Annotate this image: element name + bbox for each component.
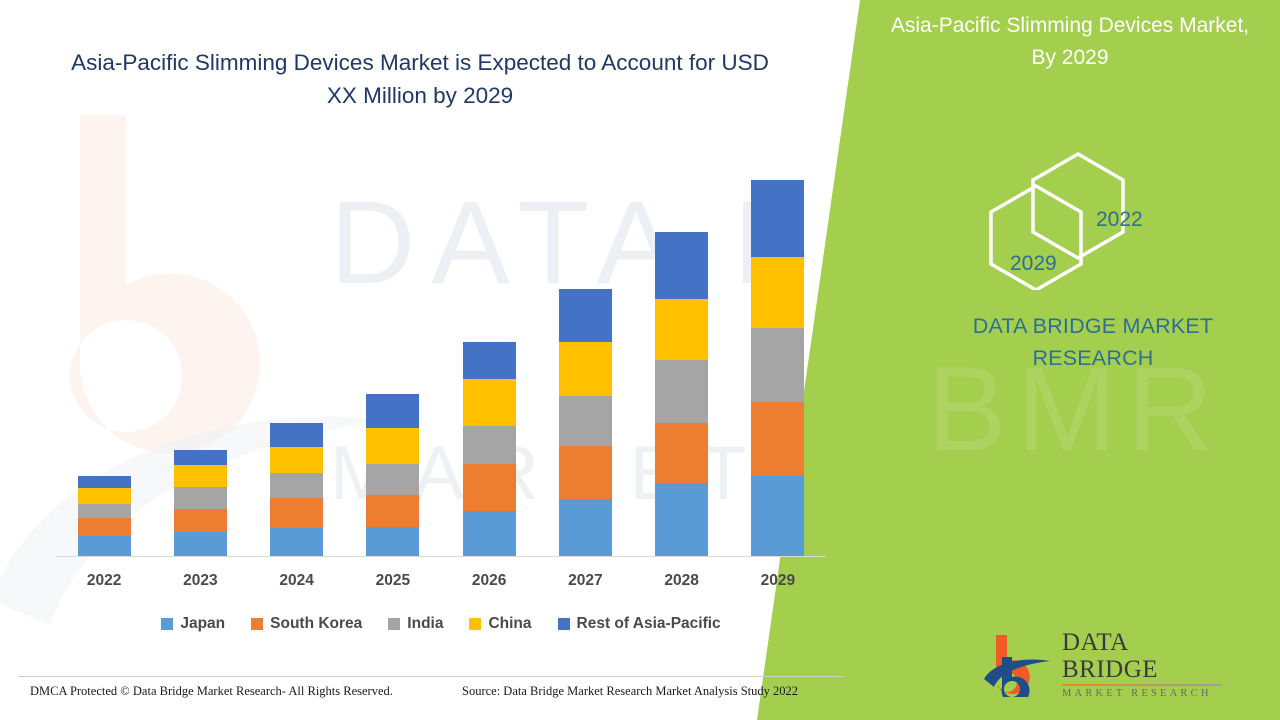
footer-divider bbox=[18, 676, 844, 677]
legend-swatch-icon bbox=[388, 618, 401, 630]
bar-segment bbox=[77, 488, 131, 505]
stacked-bar bbox=[655, 232, 709, 556]
bar-segment bbox=[558, 395, 612, 447]
bar-segment bbox=[751, 256, 805, 328]
x-axis-line bbox=[56, 556, 826, 557]
legend-item[interactable]: South Korea bbox=[251, 615, 362, 633]
bar-segment bbox=[655, 482, 709, 556]
bar-column bbox=[730, 150, 826, 556]
x-axis-label: 2023 bbox=[183, 572, 218, 589]
x-axis-label: 2029 bbox=[760, 572, 796, 589]
logo-wordmark: DATA BRIDGE MARKET RESEARCH bbox=[1062, 629, 1222, 699]
legend-swatch-icon bbox=[251, 618, 264, 630]
bar-segment bbox=[558, 446, 612, 500]
bar-column bbox=[152, 150, 248, 556]
bar-segment bbox=[173, 531, 227, 556]
legend-swatch-icon bbox=[161, 618, 174, 630]
bar-segment bbox=[366, 463, 420, 496]
bar-segment bbox=[173, 509, 227, 532]
legend-label: India bbox=[407, 615, 444, 632]
bar-segment bbox=[751, 475, 805, 556]
bar-segment bbox=[462, 379, 516, 427]
x-axis-label: 2024 bbox=[279, 572, 314, 589]
hex-label-2022: 2022 bbox=[1096, 208, 1143, 231]
bar-segment bbox=[366, 428, 420, 464]
bar-segment bbox=[462, 341, 516, 380]
panel-brand-name: DATA BRIDGE MARKET RESEARCH bbox=[972, 314, 1214, 370]
page-title: Asia-Pacific Slimming Devices Market is … bbox=[71, 50, 769, 108]
bar-column bbox=[537, 150, 633, 556]
bar-segment bbox=[558, 341, 612, 396]
data-bridge-logo: DATA BRIDGE MARKET RESEARCH bbox=[982, 628, 1222, 700]
bar-segment bbox=[655, 423, 709, 483]
hex-label-2029: 2029 bbox=[1010, 252, 1057, 275]
bar-segment bbox=[270, 498, 324, 528]
x-axis-labels: 2022 2023 2024 2025 2026 2027 2028 2029 bbox=[56, 572, 826, 590]
bar-segment bbox=[77, 535, 131, 556]
stacked-bar bbox=[173, 450, 227, 556]
stacked-bar bbox=[270, 423, 324, 556]
legend-label: Japan bbox=[180, 615, 226, 632]
legend-label: Rest of Asia-Pacific bbox=[576, 615, 721, 632]
logo-name-top: DATA BRIDGE bbox=[1062, 629, 1159, 683]
legend-item[interactable]: India bbox=[388, 615, 443, 633]
bar-column bbox=[56, 150, 152, 556]
bar-segment bbox=[366, 526, 420, 556]
bar-segment bbox=[77, 475, 131, 489]
bar-segment bbox=[173, 450, 227, 465]
bar-segment bbox=[366, 495, 420, 527]
bar-segment bbox=[751, 180, 805, 257]
logo-divider bbox=[1062, 684, 1222, 686]
legend-item[interactable]: Rest of Asia-Pacific bbox=[557, 615, 721, 633]
bar-column bbox=[634, 150, 730, 556]
stacked-bar bbox=[77, 475, 131, 556]
x-axis-label: 2026 bbox=[471, 572, 507, 589]
bar-segment bbox=[270, 472, 324, 499]
stacked-bar bbox=[558, 289, 612, 556]
bar-column bbox=[441, 150, 537, 556]
bar-segment bbox=[173, 486, 227, 510]
legend-item[interactable]: Japan bbox=[161, 615, 225, 633]
stacked-bar bbox=[751, 180, 805, 556]
bar-segment bbox=[270, 447, 324, 473]
logo-name-bottom: MARKET RESEARCH bbox=[1062, 688, 1212, 699]
x-axis-label: 2022 bbox=[86, 572, 122, 589]
x-axis-label: 2027 bbox=[568, 572, 603, 589]
bar-segment bbox=[751, 327, 805, 402]
panel-title: Asia-Pacific Slimming Devices Market, By… bbox=[890, 14, 1250, 69]
legend-label: China bbox=[488, 615, 532, 632]
bar-segment bbox=[270, 423, 324, 448]
bar-segment bbox=[173, 464, 227, 487]
footer-copyright: DMCA Protected © Data Bridge Market Rese… bbox=[30, 684, 393, 698]
bar-column bbox=[345, 150, 441, 556]
bar-segment bbox=[462, 511, 516, 556]
bar-segment bbox=[77, 504, 131, 519]
bar-group bbox=[56, 150, 826, 556]
stacked-bar bbox=[462, 341, 516, 556]
bar-segment bbox=[462, 426, 516, 464]
chart-legend: Japan South Korea India China Rest of Asia-P… bbox=[56, 615, 826, 633]
bar-segment bbox=[655, 299, 709, 361]
bar-column bbox=[249, 150, 345, 556]
bar-segment bbox=[558, 499, 612, 556]
bar-segment bbox=[270, 527, 324, 556]
bar-segment bbox=[655, 360, 709, 424]
bar-segment bbox=[751, 401, 805, 476]
footer-source: Source: Data Bridge Market Research Mark… bbox=[462, 684, 799, 698]
legend-label: South Korea bbox=[270, 615, 363, 632]
legend-swatch-icon bbox=[469, 618, 482, 630]
hexagon-badges: 2022 2029 bbox=[978, 150, 1188, 293]
bar-segment bbox=[462, 463, 516, 512]
bar-segment bbox=[655, 232, 709, 300]
bar-segment bbox=[558, 289, 612, 342]
x-axis-label: 2028 bbox=[664, 572, 699, 589]
x-axis-label: 2025 bbox=[375, 572, 411, 589]
data-bridge-logo-mark bbox=[984, 635, 1050, 697]
bar-segment bbox=[77, 518, 131, 536]
stacked-bar bbox=[366, 393, 420, 556]
bar-segment bbox=[366, 393, 420, 429]
legend-item[interactable]: China bbox=[469, 615, 532, 633]
legend-swatch-icon bbox=[557, 618, 570, 630]
